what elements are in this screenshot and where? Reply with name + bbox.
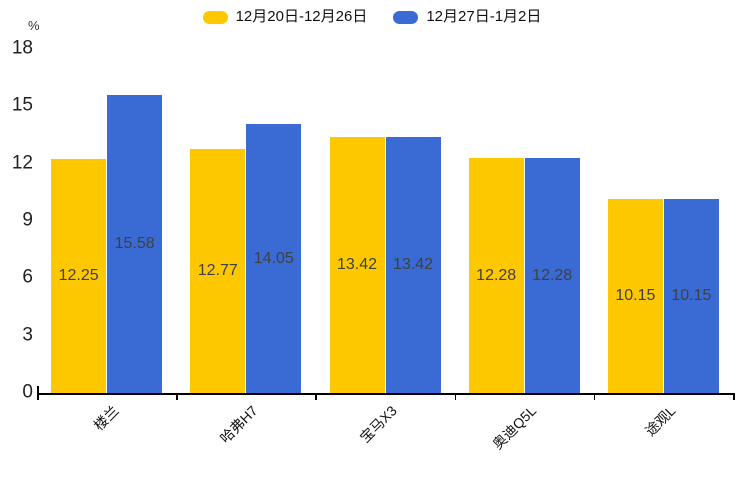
bar-value-label: 13.42 — [392, 255, 434, 273]
bar-value-label: 13.42 — [336, 255, 378, 273]
x-category-label: 奥迪Q5L — [489, 402, 539, 453]
y-axis-unit-label: % — [28, 18, 40, 33]
x-category-label: 途观L — [641, 402, 679, 440]
x-category-label: 宝马X3 — [356, 402, 400, 446]
x-axis-tick — [733, 393, 735, 400]
x-axis-tick — [176, 393, 178, 400]
y-tick-label: 12 — [11, 152, 33, 174]
y-tick-label: 6 — [22, 266, 33, 288]
y-tick-label: 9 — [22, 209, 33, 231]
x-axis-line — [37, 393, 733, 395]
x-axis-tick — [315, 393, 317, 400]
bar-s1-哈弗H7[interactable] — [246, 124, 302, 393]
y-tick-label: 3 — [22, 324, 33, 346]
bar-s1-途观L[interactable] — [663, 199, 719, 393]
bar-s0-楼兰[interactable] — [51, 158, 107, 393]
legend-label-week2: 12月27日-1月2日 — [426, 8, 542, 25]
bar-value-label: 10.15 — [671, 287, 712, 304]
bar-s0-奥迪Q5L[interactable] — [468, 158, 524, 393]
bar-value-label: 12.28 — [532, 266, 573, 284]
bar-s1-楼兰[interactable] — [107, 95, 163, 393]
legend: 12月20日-12月26日 12月27日-1月2日 — [0, 8, 744, 26]
legend-item-week2[interactable]: 12月27日-1月2日 — [393, 8, 541, 26]
bar-s0-哈弗H7[interactable] — [190, 148, 246, 393]
legend-item-week1[interactable]: 12月20日-12月26日 — [202, 8, 368, 26]
legend-label-week1: 12月20日-12月26日 — [235, 8, 368, 25]
bar-s0-宝马X3[interactable] — [329, 136, 385, 393]
x-axis-tick — [454, 393, 457, 400]
bar-s0-途观L[interactable] — [607, 199, 663, 393]
bar-s1-宝马X3[interactable] — [385, 136, 441, 393]
bar-value-label: 10.15 — [615, 287, 656, 304]
bar-value-label: 12.25 — [58, 266, 99, 284]
legend-swatch-week1 — [202, 10, 228, 24]
bar-value-label: 14.05 — [253, 249, 294, 267]
bar-value-label: 12.77 — [197, 261, 238, 279]
x-axis-tick — [37, 393, 39, 400]
x-category-label: 楼兰 — [90, 402, 122, 434]
legend-swatch-week2 — [393, 10, 419, 24]
bar-value-label: 15.58 — [114, 235, 155, 253]
x-category-label: 哈弗H7 — [216, 402, 261, 447]
y-tick-label: 15 — [11, 94, 33, 116]
y-tick-label: 0 — [22, 381, 33, 403]
y-tick-label: 18 — [11, 37, 33, 59]
y-axis-stub — [37, 386, 39, 393]
x-axis-tick — [593, 393, 596, 400]
bar-value-label: 12.28 — [476, 266, 517, 284]
bar-s1-奥迪Q5L[interactable] — [524, 158, 580, 393]
